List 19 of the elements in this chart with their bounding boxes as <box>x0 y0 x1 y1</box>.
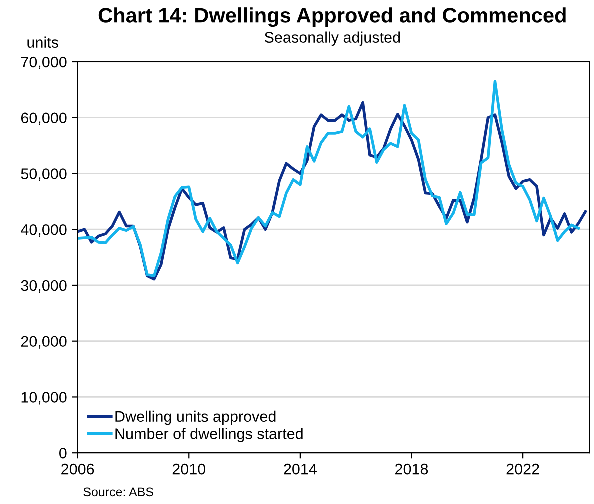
y-axis-title: units <box>28 36 58 48</box>
x-tick-label: 2022 <box>506 464 540 475</box>
y-tick-label: 50,000 <box>21 168 67 182</box>
y-tick-label: 40,000 <box>21 224 67 238</box>
source-note: Source: ABS <box>84 488 154 497</box>
chart-title: Chart 14: Dwellings Approved and Commenced <box>98 8 566 28</box>
y-tick-label: 30,000 <box>21 280 67 293</box>
x-tick-label: 2018 <box>396 464 428 475</box>
x-tick-label: 2006 <box>62 464 94 475</box>
y-tick-label: 0 <box>60 448 67 459</box>
chart-subtitle: Seasonally adjusted <box>264 32 400 46</box>
x-tick-label: 2014 <box>284 464 317 475</box>
y-tick-label: 70,000 <box>21 56 67 70</box>
legend-label: Number of dwellings started <box>116 428 303 442</box>
y-tick-label: 10,000 <box>22 392 67 405</box>
y-tick-label: 20,000 <box>21 336 67 349</box>
y-tick-label: 60,000 <box>21 112 67 126</box>
x-tick-label: 2010 <box>172 464 206 475</box>
legend-label: Dwelling units approved <box>116 410 276 426</box>
